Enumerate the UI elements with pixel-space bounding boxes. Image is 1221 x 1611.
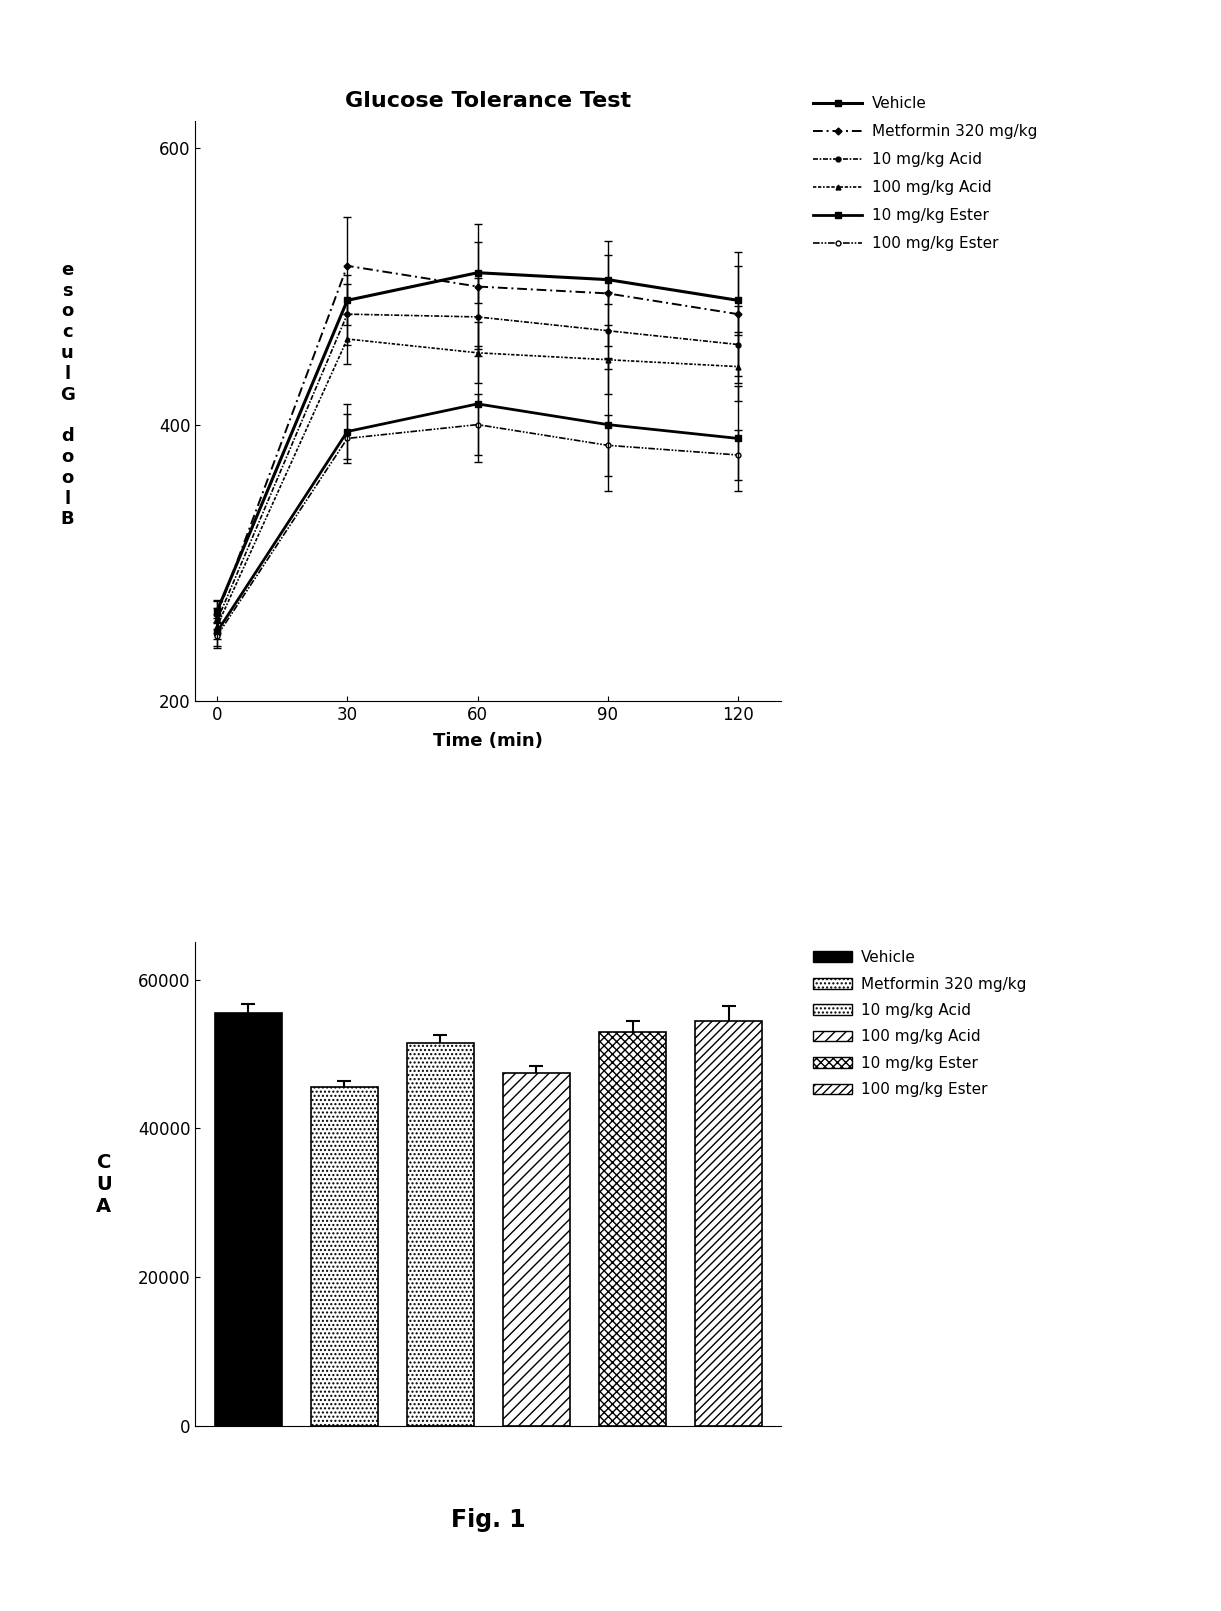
X-axis label: Time (min): Time (min)	[433, 731, 543, 751]
Bar	[503, 1073, 570, 1426]
Text: C
U
A: C U A	[96, 1152, 111, 1216]
Title: Glucose Tolerance Test: Glucose Tolerance Test	[346, 90, 631, 111]
Bar	[598, 1031, 667, 1426]
Legend: Vehicle, Metformin 320 mg/kg, 10 mg/kg Acid, 100 mg/kg Acid, 10 mg/kg Ester, 100: Vehicle, Metformin 320 mg/kg, 10 mg/kg A…	[813, 97, 1037, 251]
Text: Fig. 1: Fig. 1	[451, 1508, 526, 1532]
Bar	[310, 1087, 379, 1426]
Bar	[407, 1042, 474, 1426]
Text: e
s
o
c
u
l
G

d
o
o
l
B: e s o c u l G d o o l B	[60, 261, 74, 528]
Bar	[695, 1020, 762, 1426]
Bar	[215, 1013, 282, 1426]
Legend: Vehicle, Metformin 320 mg/kg, 10 mg/kg Acid, 100 mg/kg Acid, 10 mg/kg Ester, 100: Vehicle, Metformin 320 mg/kg, 10 mg/kg A…	[813, 950, 1026, 1097]
